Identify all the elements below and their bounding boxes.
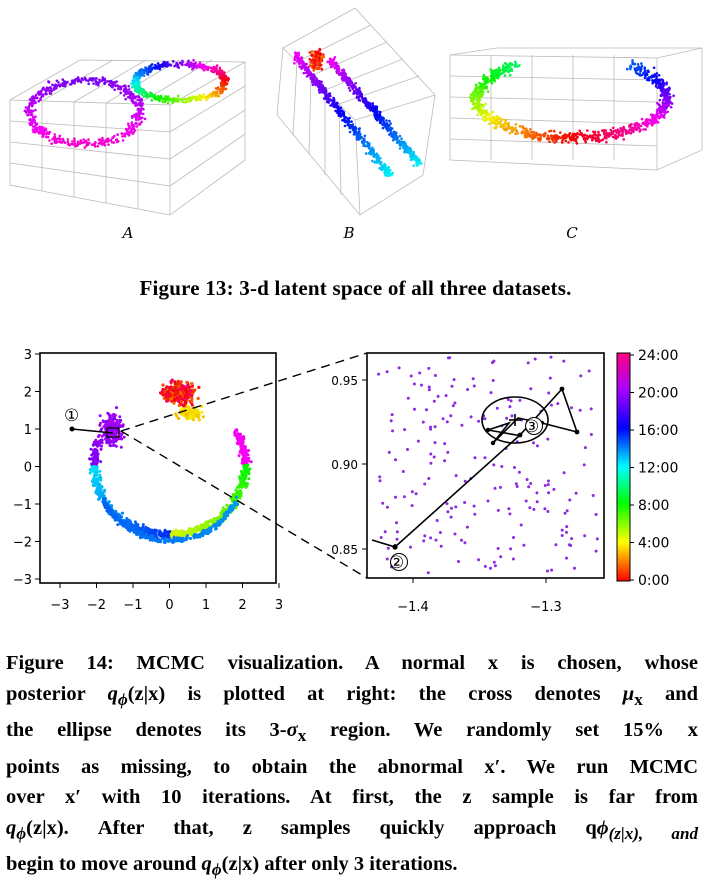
left-y-tick-label: 1 bbox=[24, 423, 32, 438]
colorbar-tick-label: 24:00 bbox=[638, 348, 678, 364]
left-y-tick-label: 0 bbox=[24, 461, 32, 476]
left-marker-dot bbox=[70, 427, 75, 432]
panel-b-box bbox=[277, 8, 435, 215]
marker-3-label: ③ bbox=[524, 417, 539, 437]
colorbar-tick-label: 4:00 bbox=[638, 536, 669, 552]
left-x-tick-label: 2 bbox=[238, 598, 246, 613]
colorbar-tick-label: 0:00 bbox=[638, 573, 669, 589]
left-y-tick-label: −3 bbox=[13, 573, 32, 588]
figure13-panel-c bbox=[442, 0, 711, 220]
right-x-tick-label: −1.3 bbox=[530, 600, 562, 615]
figure13-panel-a bbox=[0, 0, 250, 220]
left-y-tick-label: −2 bbox=[13, 536, 32, 551]
left-x-tick-label: −2 bbox=[87, 598, 106, 613]
left-y-tick-label: −1 bbox=[13, 498, 32, 513]
panel-label-b: B bbox=[329, 224, 369, 242]
figure14-caption: Figure 14: MCMC visualization. A normal … bbox=[6, 648, 698, 886]
figure13-panel-b bbox=[255, 0, 455, 225]
colorbar-tick-label: 16:00 bbox=[638, 423, 678, 439]
caption-line-6: qϕ(z|x). After that, z samples quickly a… bbox=[6, 813, 698, 850]
caption-line-2: posterior qϕ(z|x) is plotted at right: t… bbox=[6, 679, 698, 716]
caption-line-3: the ellipse denotes its 3-σx region. We … bbox=[6, 715, 698, 752]
figure14-plots: −3 −2 −1 0 1 2 3 3 2 1 0 −1 −2 −3 −1.4 −1.3 0.95 0.90 0.8… bbox=[0, 335, 711, 625]
caption-line-1: Figure 14: MCMC visualization. A normal … bbox=[6, 648, 698, 679]
panel-label-a: A bbox=[108, 224, 148, 242]
left-y-tick-label: 3 bbox=[24, 348, 32, 363]
colorbar bbox=[617, 353, 630, 581]
right-y-tick-label: 0.95 bbox=[331, 374, 358, 388]
left-marker-label: ① bbox=[64, 406, 79, 426]
colorbar-tick-label: 20:00 bbox=[638, 386, 678, 402]
caption-line-4: points as missing, to obtain the abnorma… bbox=[6, 752, 698, 783]
left-y-tick-label: 2 bbox=[24, 386, 32, 401]
colorbar-tick-label: 12:00 bbox=[638, 461, 678, 477]
right-plot-points bbox=[377, 356, 599, 575]
mcmc-path bbox=[372, 389, 577, 547]
zoom-connector-top bbox=[121, 353, 367, 431]
panel-label-c: C bbox=[552, 224, 592, 242]
caption-line-5: over x′ with 10 iterations. At first, th… bbox=[6, 782, 698, 813]
left-x-tick-label: 1 bbox=[202, 598, 210, 613]
left-x-tick-label: 0 bbox=[165, 598, 173, 613]
colorbar-ticks: 24:00 20:00 16:00 12:00 8:00 4:00 0:00 bbox=[630, 348, 678, 589]
marker-2-label: ② bbox=[389, 553, 404, 573]
right-y-tick-label: 0.85 bbox=[331, 543, 358, 557]
right-y-tick-label: 0.90 bbox=[331, 458, 358, 472]
right-x-tick-label: −1.4 bbox=[397, 600, 429, 615]
right-plot-ticks: −1.4 −1.3 0.95 0.90 0.85 bbox=[331, 374, 562, 615]
left-x-tick-label: 3 bbox=[275, 598, 283, 613]
colorbar-tick-label: 8:00 bbox=[638, 498, 669, 514]
caption-line-7: begin to move around qϕ(z|x) after only … bbox=[6, 849, 698, 886]
left-plot-points bbox=[88, 379, 253, 545]
left-x-tick-label: −3 bbox=[50, 598, 69, 613]
left-x-tick-label: −1 bbox=[123, 598, 142, 613]
figure13-caption: Figure 13: 3-d latent space of all three… bbox=[0, 276, 711, 301]
left-plot-frame bbox=[40, 353, 276, 583]
